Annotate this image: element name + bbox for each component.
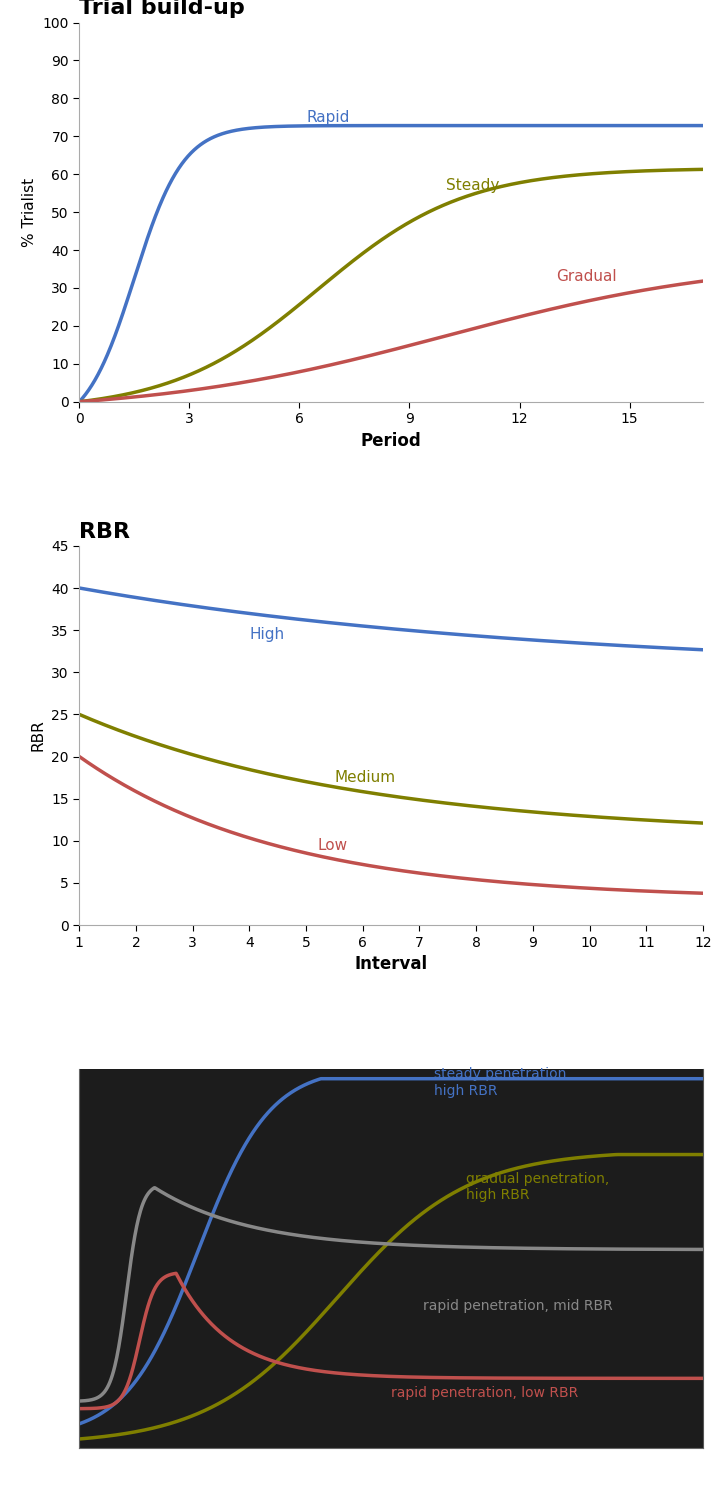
Text: RBR: RBR bbox=[79, 521, 131, 542]
Text: Rapid: Rapid bbox=[306, 110, 350, 125]
Text: Trial build-up: Trial build-up bbox=[79, 0, 245, 18]
Text: Steady: Steady bbox=[446, 179, 500, 194]
Y-axis label: Share (%): Share (%) bbox=[30, 1222, 45, 1297]
Text: Gradual: Gradual bbox=[556, 269, 617, 284]
Text: Low: Low bbox=[317, 838, 348, 853]
Text: Underlying Sales Patterns: Underlying Sales Patterns bbox=[79, 1045, 386, 1064]
Y-axis label: RBR: RBR bbox=[31, 719, 45, 752]
Text: Medium: Medium bbox=[335, 770, 396, 785]
Text: rapid penetration, mid RBR: rapid penetration, mid RBR bbox=[423, 1300, 613, 1313]
X-axis label: Period: Period bbox=[360, 1478, 422, 1496]
Text: gradual penetration,
high RBR: gradual penetration, high RBR bbox=[466, 1172, 610, 1202]
Text: High: High bbox=[249, 627, 285, 642]
Text: rapid penetration, low RBR: rapid penetration, low RBR bbox=[391, 1387, 578, 1400]
X-axis label: Period: Period bbox=[360, 432, 422, 450]
X-axis label: Interval: Interval bbox=[355, 955, 428, 973]
Y-axis label: % Trialist: % Trialist bbox=[22, 177, 37, 246]
Text: steady penetration,
high RBR: steady penetration, high RBR bbox=[434, 1067, 571, 1097]
